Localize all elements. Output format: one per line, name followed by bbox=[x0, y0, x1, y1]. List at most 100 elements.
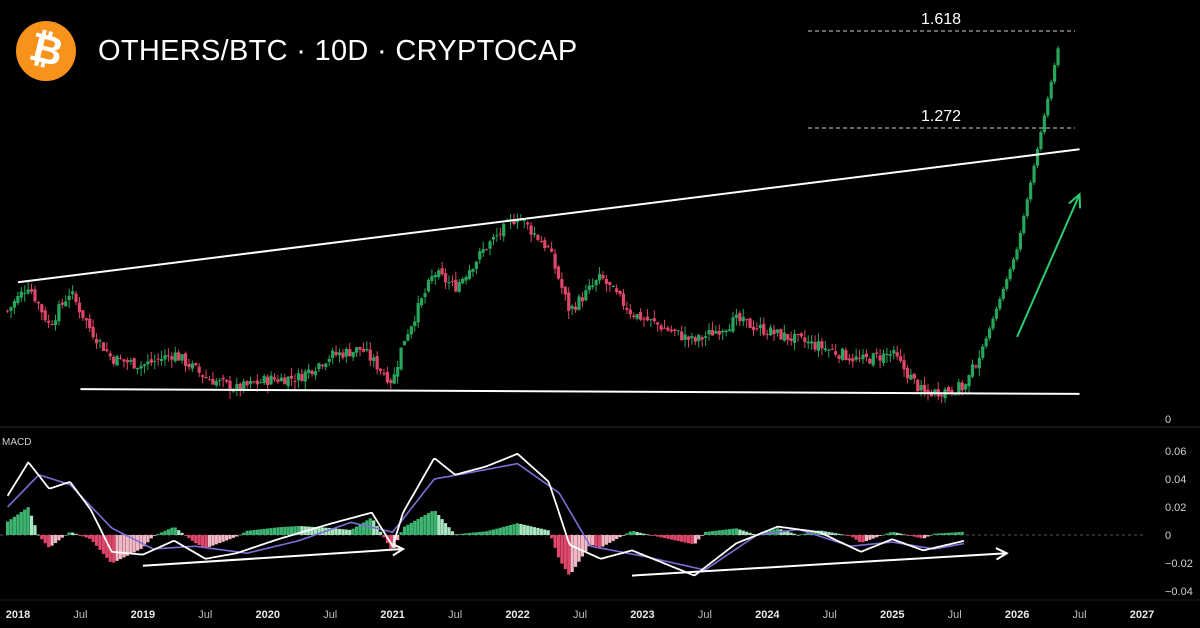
candle-body bbox=[125, 360, 129, 363]
candle-body bbox=[464, 276, 468, 281]
candle-body bbox=[786, 333, 790, 340]
macd-histogram-bar bbox=[112, 535, 116, 563]
macd-histogram-bar bbox=[88, 535, 92, 539]
macd-histogram-bar bbox=[26, 507, 30, 535]
macd-histogram-bar bbox=[922, 535, 927, 539]
candle-body bbox=[912, 373, 916, 379]
candle-body bbox=[478, 251, 482, 260]
macd-histogram-bar bbox=[539, 528, 543, 535]
candle-body bbox=[515, 220, 520, 223]
candle-body bbox=[810, 341, 814, 344]
macd-histogram-bar bbox=[461, 533, 465, 535]
candle-body bbox=[724, 330, 728, 333]
candle-body bbox=[1022, 216, 1026, 233]
macd-histogram-bar bbox=[847, 535, 851, 536]
macd-histogram-bar bbox=[519, 523, 523, 535]
candle-body bbox=[361, 348, 366, 352]
candle-body bbox=[881, 353, 886, 363]
macd-histogram-bar bbox=[727, 529, 732, 535]
macd-histogram-bar bbox=[238, 534, 242, 536]
macd-histogram-bar bbox=[731, 528, 735, 535]
macd-histogram-bar bbox=[792, 533, 797, 535]
candle-body bbox=[532, 233, 537, 235]
macd-histogram-bar bbox=[512, 524, 516, 535]
x-axis-tick: 2025 bbox=[880, 609, 904, 621]
macd-histogram-bar bbox=[878, 535, 882, 537]
candle-body bbox=[122, 359, 126, 362]
candle-body bbox=[426, 280, 431, 292]
macd-histogram-bar bbox=[433, 510, 437, 535]
candle-body bbox=[197, 366, 201, 373]
macd-histogram-bar bbox=[214, 535, 218, 545]
candle-body bbox=[854, 356, 858, 360]
candle-body bbox=[529, 225, 533, 235]
macd-axis-tick: 0 bbox=[1165, 530, 1171, 542]
candle-body bbox=[420, 298, 424, 306]
candle-body bbox=[673, 329, 677, 331]
x-axis-tick: Jul bbox=[698, 609, 712, 621]
macd-histogram-bar bbox=[43, 535, 47, 544]
macd-histogram-bar bbox=[745, 531, 749, 535]
macd-histogram-bar bbox=[177, 530, 181, 535]
divergence-arrow bbox=[631, 552, 1007, 577]
macd-histogram-bar bbox=[94, 535, 99, 546]
macd-histogram-bar bbox=[40, 535, 44, 540]
candle-body bbox=[618, 290, 622, 295]
macd-histogram-bar bbox=[806, 532, 810, 535]
macd-histogram-bar bbox=[550, 535, 554, 539]
candle-body bbox=[847, 358, 851, 361]
candle-body bbox=[755, 328, 759, 330]
candle-body bbox=[491, 237, 496, 240]
macd-histogram-bar bbox=[279, 527, 283, 535]
candle-body bbox=[796, 333, 800, 335]
macd-histogram-bar bbox=[936, 533, 940, 535]
macd-histogram-bar bbox=[604, 535, 608, 545]
macd-histogram-bar bbox=[895, 532, 899, 535]
macd-histogram-bar bbox=[919, 535, 923, 539]
candle-body bbox=[156, 358, 160, 360]
candle-body bbox=[228, 380, 232, 391]
candle-body bbox=[1042, 115, 1046, 133]
candle-body bbox=[43, 310, 47, 321]
candle-body bbox=[987, 328, 992, 339]
macd-histogram-bar bbox=[163, 530, 167, 535]
macd-histogram-bar bbox=[601, 535, 605, 547]
candle-body bbox=[368, 349, 372, 361]
candle-body bbox=[878, 355, 882, 361]
candle-body bbox=[207, 379, 212, 381]
macd-histogram-bar bbox=[656, 535, 660, 537]
candle-body bbox=[94, 338, 99, 344]
candle-body bbox=[683, 334, 687, 341]
macd-axis-tick: −0.04 bbox=[1165, 586, 1193, 598]
candle-body bbox=[556, 266, 561, 279]
candle-body bbox=[392, 374, 396, 384]
macd-histogram-bar bbox=[611, 535, 615, 541]
x-axis-tick: 2026 bbox=[1005, 609, 1029, 621]
candle-body bbox=[402, 340, 407, 346]
macd-histogram-bar bbox=[738, 529, 742, 535]
candle-body bbox=[775, 329, 780, 333]
macd-axis-tick: 0.02 bbox=[1165, 502, 1186, 514]
candle-body bbox=[201, 375, 205, 378]
x-axis: 2018 Jul 2019 Jul 2020 Jul 2021 Jul 2022 Jul 2023 J… bbox=[6, 609, 1154, 621]
macd-histogram-bar bbox=[871, 535, 875, 539]
macd-histogram-bar bbox=[382, 535, 386, 538]
candle-body bbox=[751, 326, 756, 331]
macd-histogram-bar bbox=[129, 535, 133, 555]
macd-pane: MACD 0.06 0.04 0.02 0 −0.02 −0.04 bbox=[0, 437, 1193, 598]
candle-body bbox=[984, 338, 988, 347]
candle-body bbox=[36, 302, 40, 304]
macd-histogram-bar bbox=[71, 532, 75, 535]
candle-body bbox=[916, 379, 920, 392]
macd-histogram-bar bbox=[33, 525, 37, 535]
candle-body bbox=[344, 348, 348, 357]
price-pane: 1.618 1.272 bbox=[5, 11, 1082, 403]
candle-body bbox=[259, 382, 263, 384]
macd-histogram-bar bbox=[81, 535, 85, 537]
divergence-arrow-head bbox=[995, 547, 1009, 561]
macd-histogram-bar bbox=[700, 535, 704, 536]
macd-histogram-bar bbox=[957, 532, 961, 535]
macd-histogram-bar bbox=[560, 535, 564, 564]
candle-body bbox=[5, 310, 10, 312]
